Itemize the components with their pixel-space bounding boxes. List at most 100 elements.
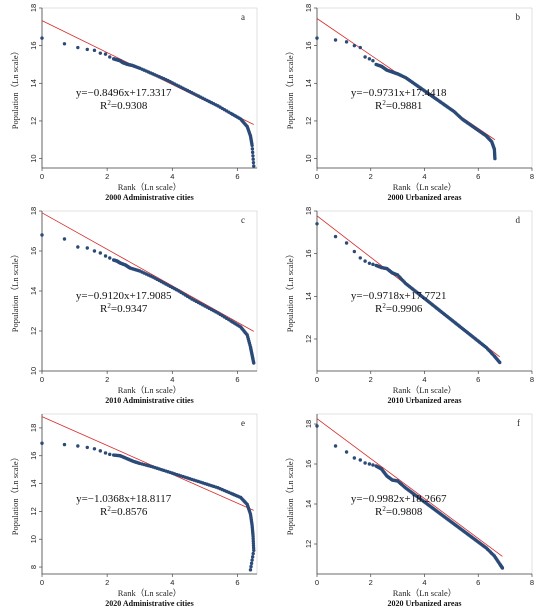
y-tick-label: 12 (304, 117, 313, 125)
regression-equation: y=−0.9731x+17.4418 (351, 87, 447, 99)
data-point (76, 444, 80, 448)
x-axis-title: Rank（Ln scale） (118, 182, 182, 192)
data-point (344, 450, 349, 454)
x-tick-label: 0 (315, 578, 319, 587)
data-point (371, 463, 375, 467)
x-tick-label: 0 (315, 375, 319, 384)
y-tick-label: 14 (29, 287, 38, 295)
superscript-two: 2 (107, 302, 111, 310)
chart-svg: 0 2 4 6 8 10 12 14 16 18 Rank（Ln scale） Population（… (10, 413, 258, 608)
data-point (76, 245, 80, 249)
y-tick-label: 18 (304, 420, 313, 428)
data-point (344, 40, 349, 44)
r-squared: R2=0.9347 (100, 302, 148, 315)
x-tick-label: 8 (530, 375, 534, 384)
chart-panel-c: 0 2 4 6 10 12 14 16 18 Rank（Ln scale） Population（L… (0, 203, 275, 406)
y-axis-title: Population（Ln scale） (285, 47, 295, 129)
data-point (352, 249, 357, 254)
data-point (250, 147, 255, 151)
chart-panel-f: 0 2 4 6 8 12 14 16 18 Rank（Ln scale） Population（Ln… (275, 406, 550, 609)
r-squared: R2=0.8576 (100, 505, 148, 518)
data-point (85, 445, 89, 450)
data-point (252, 548, 256, 553)
data-point (371, 59, 375, 63)
data-point (250, 558, 254, 562)
panel-caption: 2010 Administrative cities (105, 396, 193, 405)
chart-svg: 0 2 4 6 8 12 14 16 18 Rank（Ln scale） Population（Ln… (285, 207, 534, 405)
y-axis-title: Population（Ln scale） (10, 47, 20, 129)
y-tick-label: 18 (29, 4, 38, 12)
y-tick-label: 8 (29, 565, 38, 569)
data-point (40, 441, 44, 445)
data-point (92, 249, 97, 253)
data-point (333, 234, 338, 239)
data-point (248, 568, 253, 572)
data-point (62, 237, 67, 241)
chart-svg: 0 2 4 6 8 10 12 14 16 18 Rank（Ln scale） Population（… (285, 4, 534, 202)
data-point (358, 256, 362, 260)
y-axis-title: Population（Ln scale） (10, 453, 20, 535)
r-squared: R2=0.9881 (375, 99, 422, 112)
x-tick-label: 6 (476, 375, 480, 384)
panel-caption: 2000 Urbanized areas (387, 193, 461, 202)
data-point (352, 43, 357, 48)
y-tick-label: 14 (304, 500, 313, 508)
r-squared: R2=0.9906 (375, 302, 423, 315)
chart-panel-e: 0 2 4 6 8 10 12 14 16 18 Rank（Ln scale） Population（… (0, 406, 275, 609)
y-tick-label: 16 (304, 41, 313, 49)
data-point (352, 456, 357, 460)
fit-line (316, 418, 503, 557)
panel-letter: d (516, 215, 521, 225)
y-tick-label: 12 (304, 335, 313, 343)
data-point (92, 48, 97, 53)
data-point (103, 451, 108, 455)
y-tick-label: 14 (304, 79, 313, 87)
x-tick-label: 0 (40, 578, 44, 587)
panel-letter: e (241, 418, 245, 428)
x-tick-label: 0 (315, 172, 319, 181)
y-axis-title: Population（Ln scale） (10, 250, 20, 332)
data-point (333, 38, 338, 42)
data-point (76, 45, 80, 50)
regression-equation: y=−1.0368x+18.8117 (76, 493, 172, 505)
x-tick-label: 6 (235, 375, 239, 384)
data-point (250, 143, 254, 148)
data-point (250, 150, 255, 155)
y-tick-label: 14 (304, 292, 313, 300)
data-point (344, 241, 349, 245)
x-tick-label: 8 (530, 578, 534, 587)
x-tick-label: 4 (422, 375, 426, 384)
y-tick-label: 12 (29, 507, 38, 515)
data-point (251, 154, 255, 158)
panel-letter: b (516, 12, 521, 22)
regression-equation: y=−0.9718x+17.7721 (351, 290, 447, 302)
y-tick-label: 16 (29, 247, 38, 255)
x-axis-title: Rank（Ln scale） (118, 385, 182, 395)
superscript-two: 2 (382, 302, 386, 310)
r-squared: R2=0.9808 (375, 505, 423, 518)
x-tick-label: 6 (235, 578, 239, 587)
y-tick-label: 18 (304, 207, 313, 215)
r-squared-value: =0.9906 (386, 303, 423, 315)
y-tick-label: 12 (304, 540, 313, 548)
y-tick-label: 18 (29, 424, 38, 432)
data-point (62, 42, 67, 46)
r-squared-symbol: R (100, 303, 108, 315)
data-point (85, 47, 89, 52)
regression-equation: y=−0.8496x+17.3317 (76, 87, 172, 99)
y-tick-label: 16 (304, 460, 313, 468)
data-point (315, 36, 319, 40)
data-point (371, 262, 375, 267)
chart-svg: 0 2 4 6 10 12 14 16 18 Rank（Ln scale） Population（L… (10, 4, 258, 202)
superscript-two: 2 (107, 505, 111, 513)
x-tick-label: 4 (422, 578, 426, 587)
data-point (103, 52, 108, 56)
x-tick-label: 6 (476, 578, 480, 587)
data-point (358, 45, 362, 50)
panel-caption: 2020 Urbanized areas (387, 599, 461, 608)
data-point (367, 462, 372, 466)
superscript-two: 2 (382, 99, 386, 107)
x-tick-label: 2 (369, 172, 373, 181)
data-point (40, 233, 44, 237)
